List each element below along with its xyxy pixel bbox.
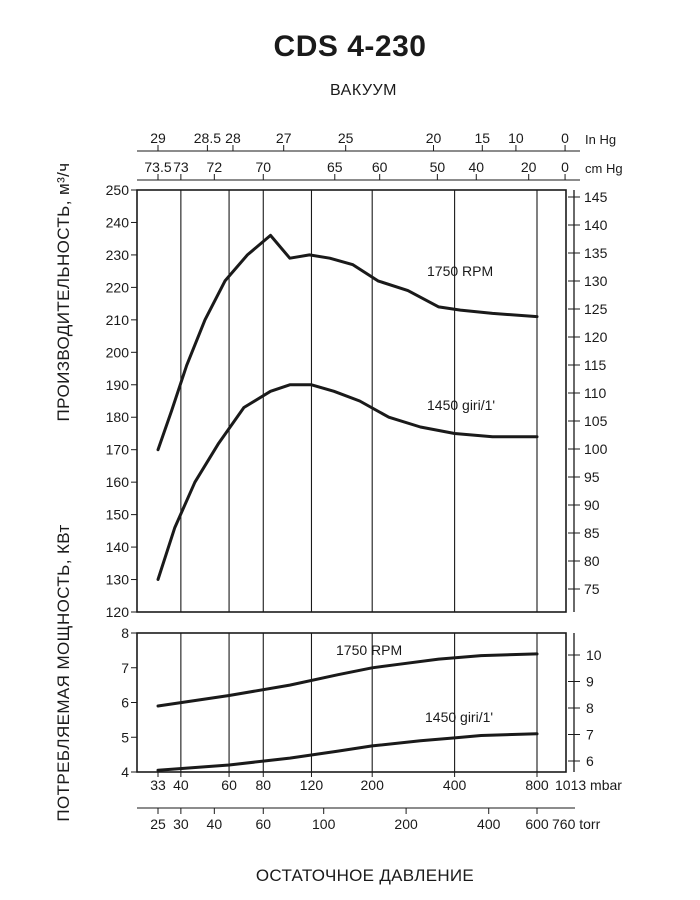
flow-left-tick-label: 200 — [106, 344, 130, 360]
torr-unit-label: 760 torr — [552, 816, 601, 832]
chart-title: CDS 4-230 — [273, 30, 427, 63]
flow-right-tick-label: 90 — [584, 497, 600, 513]
mbar-tick-label: 400 — [443, 777, 467, 793]
flow-right-tick-label: 120 — [584, 329, 608, 345]
flow-series-label-1750: 1750 RPM — [427, 263, 493, 279]
flow-left-tick-label: 150 — [106, 507, 130, 523]
flow-right-tick-label: 130 — [584, 273, 608, 289]
flow-left-tick-label: 250 — [106, 182, 130, 198]
flow-right-tick-label: 75 — [584, 581, 600, 597]
in-hg-tick-label: 27 — [276, 130, 292, 146]
torr-tick-label: 100 — [312, 816, 336, 832]
torr-tick-label: 400 — [477, 816, 501, 832]
flow-left-tick-label: 190 — [106, 377, 130, 393]
power-right-tick-label: 7 — [586, 727, 594, 743]
torr-tick-label: 30 — [173, 816, 189, 832]
flow-left-tick-label: 130 — [106, 572, 130, 588]
residual-pressure-label: ОСТАТОЧНОЕ ДАВЛЕНИЕ — [255, 866, 475, 885]
flow-right-tick-label: 115 — [584, 357, 607, 373]
mbar-tick-label: 33 — [150, 777, 166, 793]
power-left-tick-label: 5 — [121, 729, 129, 745]
cm-hg-tick-label: 65 — [327, 159, 343, 175]
flow-left-tick-label: 120 — [106, 604, 130, 620]
power-left-tick-label: 7 — [121, 660, 129, 676]
cm-hg-tick-label: 73.5 — [144, 159, 171, 175]
in-hg-tick-label: 28.5 — [194, 130, 221, 146]
mbar-tick-label: 80 — [255, 777, 271, 793]
flow-right-tick-label: 105 — [584, 413, 608, 429]
mbar-tick-label: 40 — [173, 777, 189, 793]
cm-hg-unit-label: cm Hg — [585, 161, 623, 176]
power-left-tick-label: 6 — [121, 695, 129, 711]
in-hg-tick-label: 20 — [426, 130, 442, 146]
power-curve-1750rpm — [156, 652, 539, 708]
flow-right-tick-label: 145 — [584, 189, 608, 205]
power-left-tick-label: 8 — [121, 625, 129, 641]
flow-left-tick-label: 240 — [106, 214, 130, 230]
flow-left-tick-label: 180 — [106, 409, 130, 425]
power-series-label-1450: 1450 giri/1' — [425, 709, 493, 725]
torr-tick-label: 200 — [394, 816, 418, 832]
cm-hg-tick-label: 40 — [468, 159, 484, 175]
mbar-tick-label: 60 — [221, 777, 237, 793]
power-right-tick-label: 6 — [586, 753, 594, 769]
flow-curve-1450rpm — [156, 383, 539, 581]
in-hg-tick-label: 25 — [338, 130, 354, 146]
power-right-tick-label: 10 — [586, 647, 602, 663]
flow-right-tick-label: 125 — [584, 301, 608, 317]
power-left-tick-label: 4 — [121, 764, 129, 780]
flow-panel-frame — [136, 189, 567, 613]
flow-left-tick-label: 160 — [106, 474, 130, 490]
in-hg-tick-label: 29 — [150, 130, 166, 146]
cm-hg-tick-label: 20 — [521, 159, 537, 175]
flow-left-tick-label: 170 — [106, 442, 130, 458]
flow-right-tick-label: 95 — [584, 469, 600, 485]
mbar-tick-label: 800 — [525, 777, 549, 793]
flow-right-tick-label: 110 — [584, 385, 607, 401]
flow-right-tick-label: 85 — [584, 525, 600, 541]
mbar-tick-label: 120 — [300, 777, 324, 793]
in-hg-tick-label: 10 — [508, 130, 524, 146]
power-right-tick-label: 9 — [586, 674, 594, 690]
flow-left-tick-label: 230 — [106, 247, 130, 263]
flow-left-tick-label: 210 — [106, 312, 130, 328]
flow-left-tick-label: 140 — [106, 539, 130, 555]
in-hg-unit-label: In Hg — [585, 132, 616, 147]
mbar-tick-label: 200 — [361, 777, 385, 793]
power-right-tick-label: 8 — [586, 700, 594, 716]
torr-tick-label: 60 — [255, 816, 271, 832]
flow-right-tick-label: 80 — [584, 553, 600, 569]
cm-hg-tick-label: 73 — [173, 159, 189, 175]
flow-right-tick-label: 140 — [584, 217, 608, 233]
cm-hg-tick-label: 72 — [207, 159, 223, 175]
cm-hg-tick-label: 50 — [430, 159, 446, 175]
torr-tick-label: 25 — [150, 816, 166, 832]
cm-hg-tick-label: 60 — [372, 159, 388, 175]
flow-left-tick-label: 220 — [106, 279, 130, 295]
flow-curve-1750rpm — [156, 233, 539, 452]
flow-series-label-1450: 1450 giri/1' — [427, 397, 495, 413]
in-hg-tick-label: 0 — [561, 130, 569, 146]
vacuum-label: ВАКУУМ — [330, 82, 397, 99]
cm-hg-tick-label: 70 — [255, 159, 271, 175]
cm-hg-tick-label: 0 — [561, 159, 569, 175]
in-hg-tick-label: 28 — [225, 130, 241, 146]
in-hg-tick-label: 15 — [475, 130, 491, 146]
power-curve-1450rpm — [156, 732, 539, 772]
power-series-label-1750: 1750 RPM — [336, 642, 402, 658]
torr-tick-label: 40 — [207, 816, 223, 832]
flow-right-tick-label: 135 — [584, 245, 608, 261]
mbar-unit-label: 1013 mbar — [555, 777, 622, 793]
flow-right-tick-label: 100 — [584, 441, 608, 457]
torr-tick-label: 600 — [525, 816, 549, 832]
